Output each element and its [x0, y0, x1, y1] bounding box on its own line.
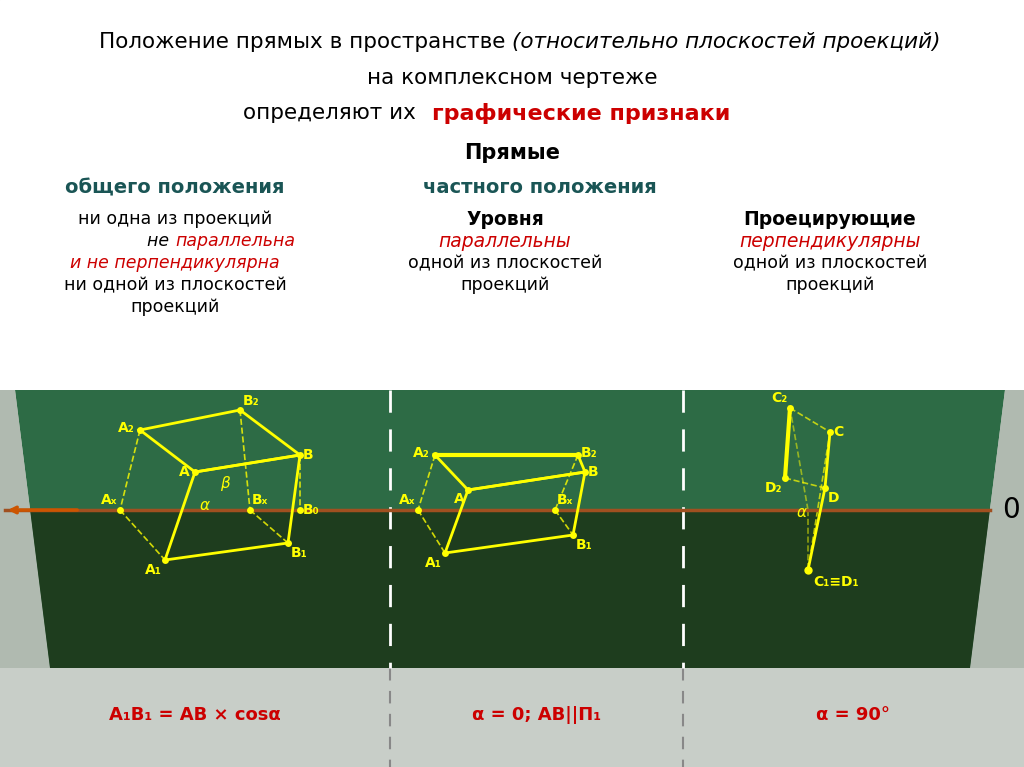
Text: Прямые: Прямые	[464, 143, 560, 163]
Text: B₁: B₁	[575, 538, 593, 552]
Text: α = 90°: α = 90°	[816, 706, 891, 724]
Bar	[0, 0, 1024, 390]
Text: D: D	[828, 491, 840, 505]
Text: проекций: проекций	[461, 276, 550, 294]
Text: не: не	[147, 232, 175, 250]
Text: параллельна: параллельна	[175, 232, 295, 250]
Text: проекций: проекций	[130, 298, 220, 316]
Polygon shape	[0, 390, 50, 668]
Text: Bₓ: Bₓ	[557, 493, 573, 507]
Text: A₂: A₂	[414, 446, 430, 460]
Text: и не перпендикулярна: и не перпендикулярна	[71, 254, 280, 272]
Text: ни одной из плоскостей: ни одной из плоскостей	[63, 276, 287, 294]
Text: параллельны: параллельны	[438, 232, 571, 251]
Text: B₁: B₁	[291, 546, 308, 560]
Text: A: A	[179, 465, 190, 479]
Text: Положение прямых в пространстве: Положение прямых в пространстве	[98, 32, 512, 52]
Text: (относительно плоскостей проекций): (относительно плоскостей проекций)	[512, 32, 940, 52]
Text: на комплексном чертеже: на комплексном чертеже	[367, 68, 657, 88]
Text: α: α	[797, 505, 807, 520]
Text: α: α	[200, 498, 210, 513]
Text: Проецирующие: Проецирующие	[743, 210, 916, 229]
Text: перпендикулярны: перпендикулярны	[739, 232, 921, 251]
Text: D₂: D₂	[765, 481, 782, 495]
Text: одной из плоскостей: одной из плоскостей	[733, 254, 927, 272]
Text: Bₓ: Bₓ	[252, 493, 268, 507]
Text: α = 0; AB||П₁: α = 0; AB||П₁	[472, 706, 601, 724]
Polygon shape	[15, 390, 1005, 668]
Text: A₁: A₁	[145, 563, 162, 577]
Text: 0: 0	[1001, 496, 1020, 524]
Text: B: B	[588, 465, 599, 479]
Text: A₂: A₂	[118, 421, 135, 435]
Text: C₂: C₂	[771, 391, 787, 405]
Text: графические признаки: графические признаки	[432, 103, 730, 124]
Text: Aₓ: Aₓ	[398, 493, 415, 507]
Text: C: C	[833, 425, 843, 439]
Text: проекций: проекций	[785, 276, 874, 294]
Text: B₂: B₂	[243, 394, 260, 408]
Text: A₁: A₁	[425, 556, 442, 570]
Text: определяют их: определяют их	[244, 103, 430, 123]
Text: B₀: B₀	[303, 503, 319, 517]
Polygon shape	[970, 390, 1024, 668]
Text: A: A	[455, 492, 465, 506]
Text: B: B	[303, 448, 313, 462]
Text: B₂: B₂	[581, 446, 598, 460]
Text: общего положения: общего положения	[66, 178, 285, 197]
Text: C₁≡D₁: C₁≡D₁	[813, 575, 859, 589]
Bar	[0, 668, 1024, 767]
Text: β: β	[220, 476, 229, 491]
Text: Уровня: Уровня	[466, 210, 544, 229]
Text: Aₓ: Aₓ	[100, 493, 117, 507]
Polygon shape	[30, 510, 990, 668]
Text: одной из плоскостей: одной из плоскостей	[408, 254, 602, 272]
Text: частного положения: частного положения	[423, 178, 656, 197]
Text: ни одна из проекций: ни одна из проекций	[78, 210, 272, 228]
Text: A₁B₁ = AB × cosα: A₁B₁ = AB × cosα	[110, 706, 281, 724]
